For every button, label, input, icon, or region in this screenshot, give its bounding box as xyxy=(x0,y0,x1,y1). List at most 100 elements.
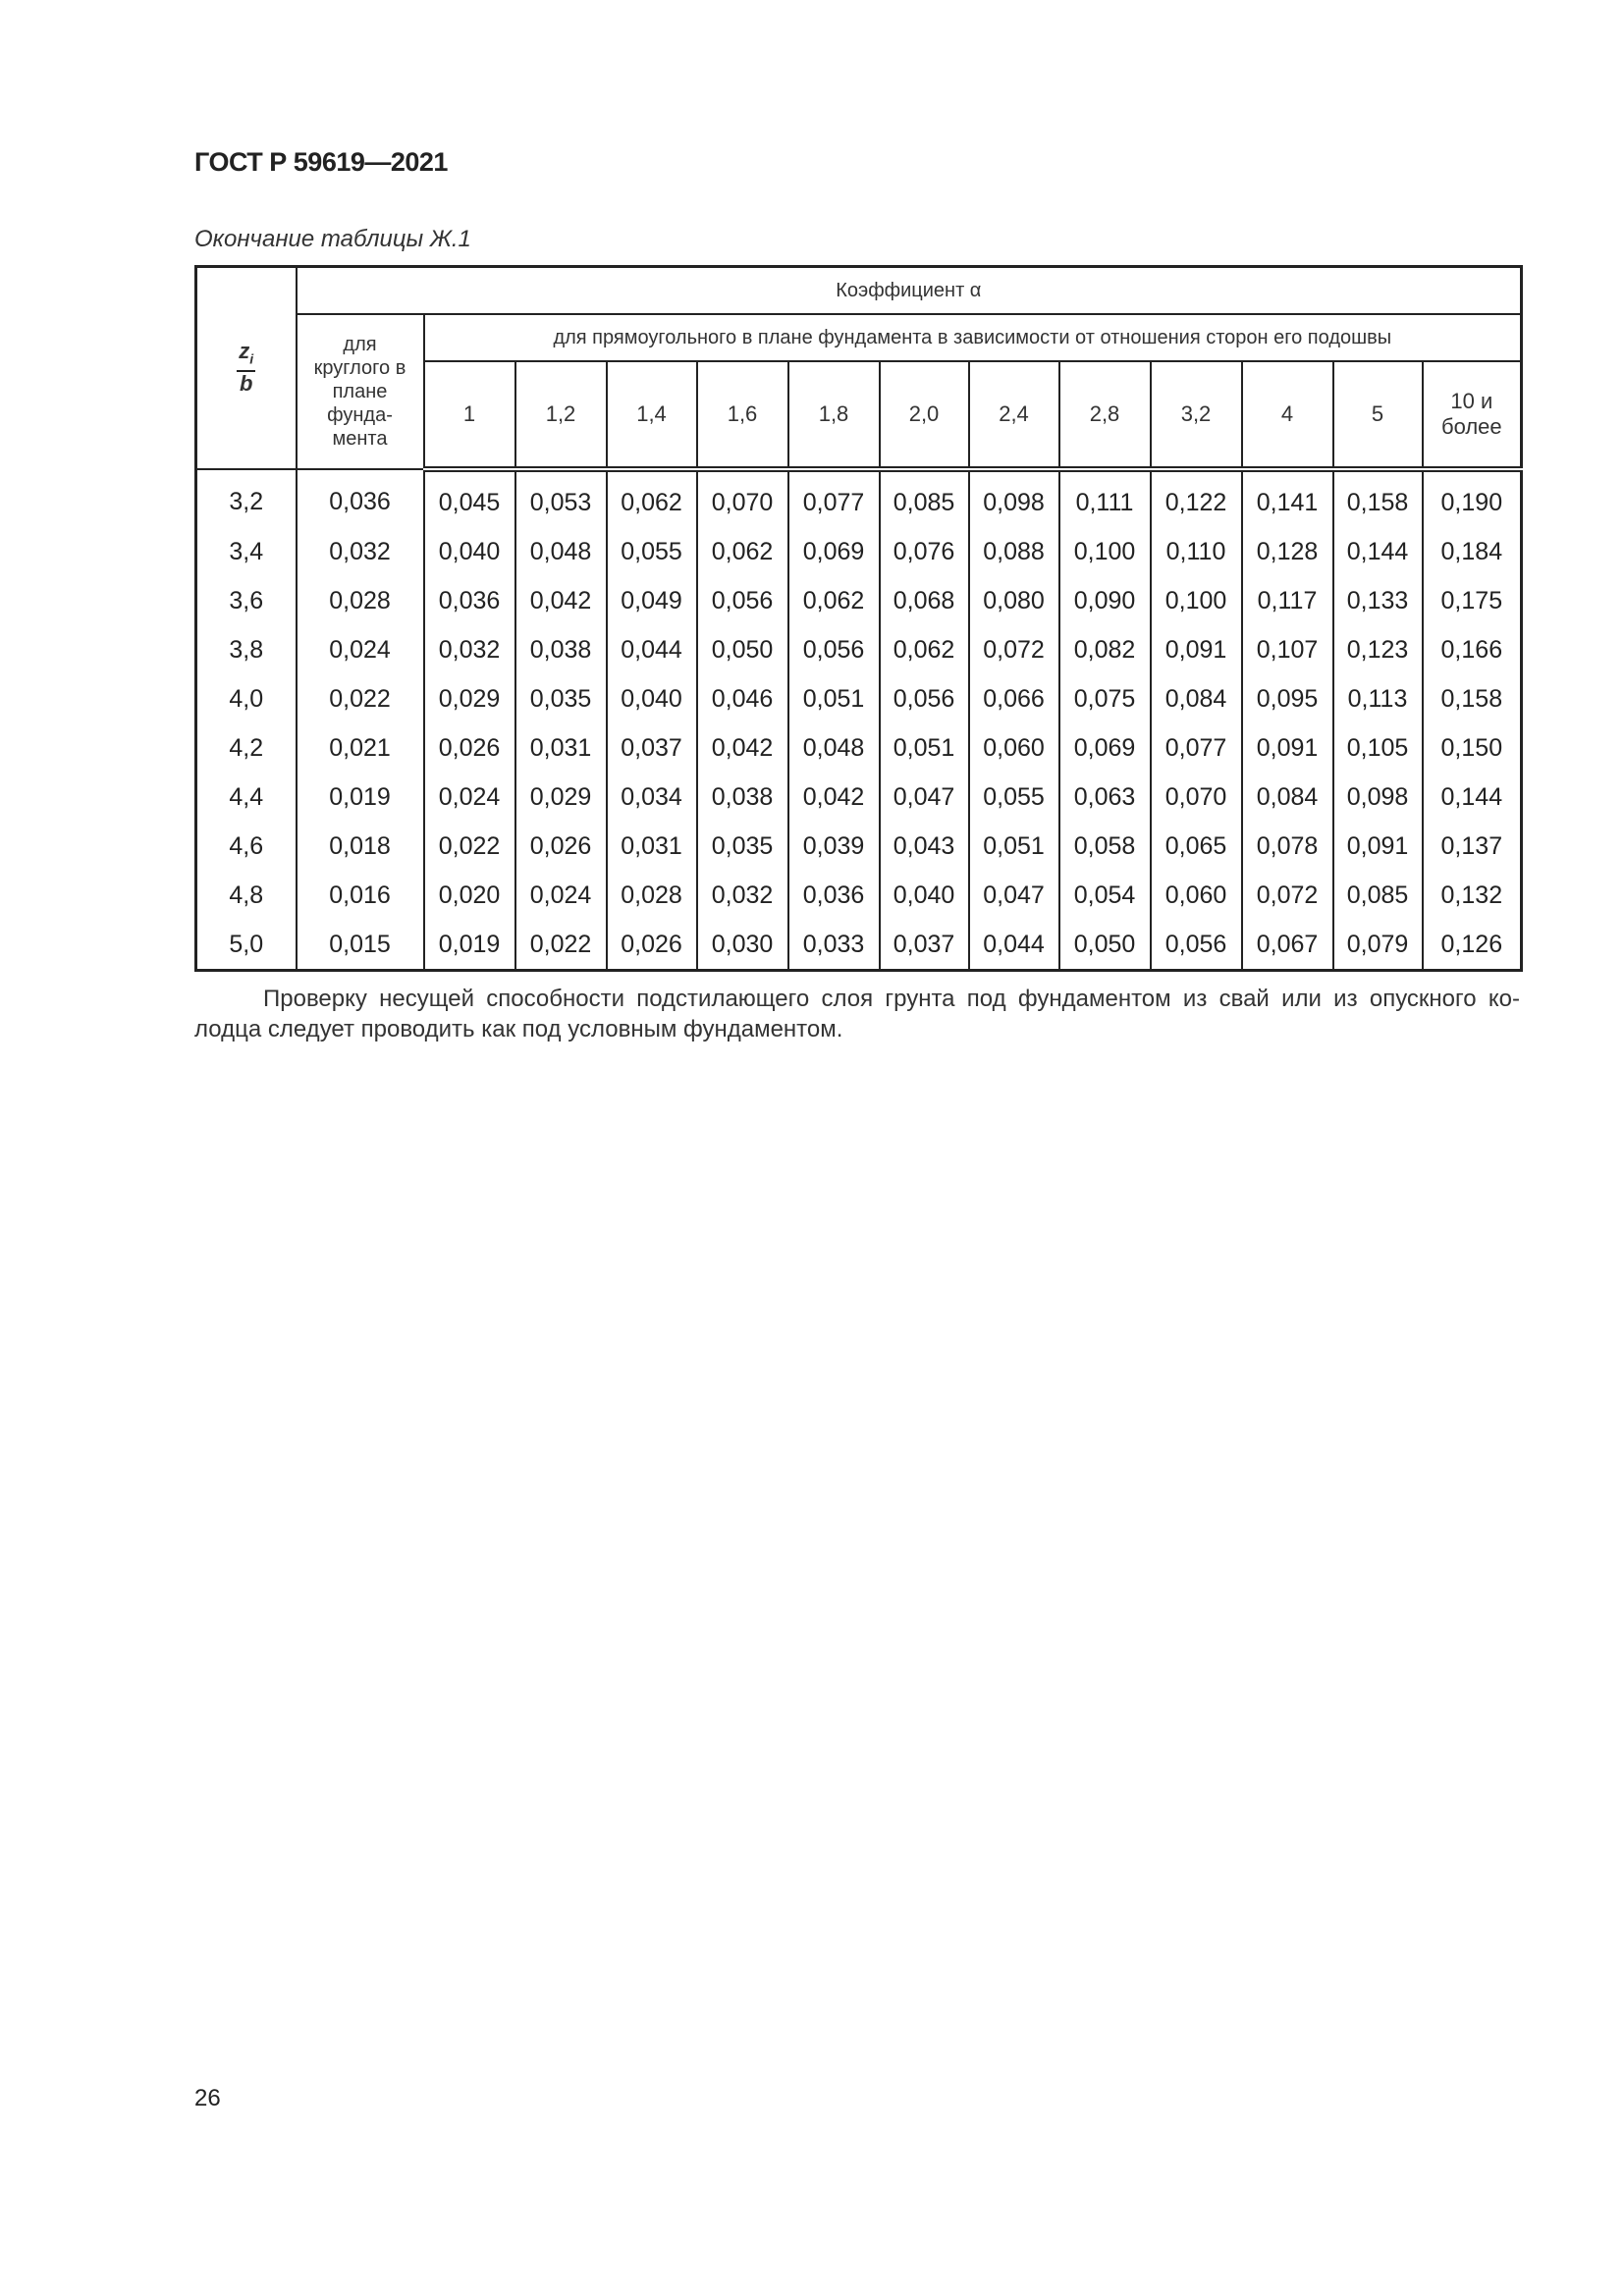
body-paragraph: Проверку несущей способности подстилающе… xyxy=(194,984,1520,1044)
rect-value-cell: 0,084 xyxy=(1240,773,1334,822)
rect-value-cell: 0,066 xyxy=(967,674,1060,723)
rect-value-cell: 0,107 xyxy=(1240,625,1334,674)
rect-value-cell: 0,030 xyxy=(695,920,789,971)
rect-value-cell: 0,040 xyxy=(878,871,970,920)
zb-cell: 3,4 xyxy=(194,527,298,576)
rect-value-cell: 0,029 xyxy=(422,674,516,723)
rect-value-cell: 0,122 xyxy=(1149,469,1243,527)
ratio-header: 1,6 xyxy=(695,360,789,472)
paragraph-line-1: Проверку несущей способности подстилающе… xyxy=(263,986,1520,1012)
rect-value-cell: 0,055 xyxy=(605,527,698,576)
zb-cell: 4,6 xyxy=(194,822,298,871)
rect-value-cell: 0,078 xyxy=(1240,822,1334,871)
rect-value-cell: 0,036 xyxy=(422,576,516,625)
rect-value-cell: 0,053 xyxy=(514,469,608,527)
rect-value-cell: 0,051 xyxy=(878,723,970,773)
rect-value-cell: 0,128 xyxy=(1240,527,1334,576)
table-row: 3,8 0,024 0,032 0,038 0,044 0,050 0,056 0,062 0,… xyxy=(194,625,1523,674)
rect-value-cell: 0,026 xyxy=(422,723,516,773)
rect-value-cell: 0,054 xyxy=(1057,871,1152,920)
rect-value-cell: 0,117 xyxy=(1240,576,1334,625)
ratio-header: 1,4 xyxy=(605,360,698,472)
table-row: 4,0 0,022 0,029 0,035 0,040 0,046 0,051 0,056 0,… xyxy=(194,674,1523,723)
rect-value-cell: 0,141 xyxy=(1240,469,1334,527)
zb-cell: 5,0 xyxy=(194,920,298,971)
rectangular-header: для прямоугольного в плане фундамента в … xyxy=(422,313,1523,362)
rect-value-cell: 0,035 xyxy=(514,674,608,723)
circular-value-cell: 0,016 xyxy=(295,871,425,920)
rect-value-cell: 0,065 xyxy=(1149,822,1243,871)
rect-value-cell: 0,084 xyxy=(1149,674,1243,723)
rect-value-cell: 0,024 xyxy=(514,871,608,920)
rect-value-cell: 0,133 xyxy=(1331,576,1424,625)
rect-value-cell: 0,044 xyxy=(967,920,1060,971)
zb-cell: 4,4 xyxy=(194,773,298,822)
rect-value-cell: 0,063 xyxy=(1057,773,1152,822)
rect-value-cell: 0,051 xyxy=(786,674,881,723)
rect-value-cell: 0,069 xyxy=(786,527,881,576)
rect-value-cell: 0,048 xyxy=(514,527,608,576)
rect-value-cell: 0,111 xyxy=(1057,469,1152,527)
rect-value-cell: 0,100 xyxy=(1149,576,1243,625)
rect-value-cell: 0,050 xyxy=(695,625,789,674)
rect-value-cell: 0,056 xyxy=(695,576,789,625)
rect-value-cell: 0,110 xyxy=(1149,527,1243,576)
zb-cell: 3,6 xyxy=(194,576,298,625)
rect-value-cell: 0,033 xyxy=(786,920,881,971)
rect-value-cell: 0,043 xyxy=(878,822,970,871)
ratio-header: 10 и более xyxy=(1421,360,1523,472)
ratio-header: 2,4 xyxy=(967,360,1060,472)
circular-header: для круглого в плане фунда-мента xyxy=(295,313,425,470)
rect-value-cell: 0,175 xyxy=(1421,576,1523,625)
rect-value-cell: 0,044 xyxy=(605,625,698,674)
paragraph-line-2: лодца следует проводить как под условным… xyxy=(194,1016,843,1042)
zb-cell: 3,2 xyxy=(194,469,298,527)
rect-value-cell: 0,184 xyxy=(1421,527,1523,576)
circular-value-cell: 0,022 xyxy=(295,674,425,723)
rect-value-cell: 0,039 xyxy=(786,822,881,871)
rect-value-cell: 0,190 xyxy=(1421,469,1523,527)
rect-value-cell: 0,132 xyxy=(1421,871,1523,920)
zb-fraction: zi b xyxy=(237,341,256,396)
rect-value-cell: 0,091 xyxy=(1240,723,1334,773)
rect-value-cell: 0,079 xyxy=(1331,920,1424,971)
rect-value-cell: 0,123 xyxy=(1331,625,1424,674)
rect-value-cell: 0,158 xyxy=(1331,469,1424,527)
coefficient-header: Коэффициент α xyxy=(295,265,1523,315)
circular-value-cell: 0,036 xyxy=(295,469,425,527)
rect-value-cell: 0,051 xyxy=(967,822,1060,871)
rect-value-cell: 0,067 xyxy=(1240,920,1334,971)
rect-value-cell: 0,032 xyxy=(695,871,789,920)
rect-value-cell: 0,037 xyxy=(878,920,970,971)
rect-value-cell: 0,080 xyxy=(967,576,1060,625)
rect-value-cell: 0,034 xyxy=(605,773,698,822)
zb-denominator: b xyxy=(240,370,253,396)
rect-value-cell: 0,095 xyxy=(1240,674,1334,723)
ratio-header: 2,0 xyxy=(878,360,970,472)
circular-value-cell: 0,019 xyxy=(295,773,425,822)
rect-value-cell: 0,029 xyxy=(514,773,608,822)
rect-value-cell: 0,075 xyxy=(1057,674,1152,723)
rect-value-cell: 0,055 xyxy=(967,773,1060,822)
rect-value-cell: 0,047 xyxy=(878,773,970,822)
table-row: 3,4 0,032 0,040 0,048 0,055 0,062 0,069 0,076 0,… xyxy=(194,527,1523,576)
rect-value-cell: 0,045 xyxy=(422,469,516,527)
rect-value-cell: 0,024 xyxy=(422,773,516,822)
rect-value-cell: 0,077 xyxy=(1149,723,1243,773)
rect-value-cell: 0,085 xyxy=(878,469,970,527)
rect-value-cell: 0,038 xyxy=(514,625,608,674)
rect-value-cell: 0,072 xyxy=(967,625,1060,674)
ratio-header: 3,2 xyxy=(1149,360,1243,472)
rect-value-cell: 0,076 xyxy=(878,527,970,576)
rect-value-cell: 0,058 xyxy=(1057,822,1152,871)
circular-value-cell: 0,024 xyxy=(295,625,425,674)
rect-value-cell: 0,070 xyxy=(695,469,789,527)
rect-value-cell: 0,031 xyxy=(605,822,698,871)
circular-value-cell: 0,028 xyxy=(295,576,425,625)
table-row: 4,2 0,021 0,026 0,031 0,037 0,042 0,048 0,051 0,… xyxy=(194,723,1523,773)
rect-value-cell: 0,091 xyxy=(1149,625,1243,674)
rect-value-cell: 0,068 xyxy=(878,576,970,625)
rect-value-cell: 0,022 xyxy=(422,822,516,871)
rect-value-cell: 0,062 xyxy=(695,527,789,576)
zb-subscript: i xyxy=(249,350,254,367)
